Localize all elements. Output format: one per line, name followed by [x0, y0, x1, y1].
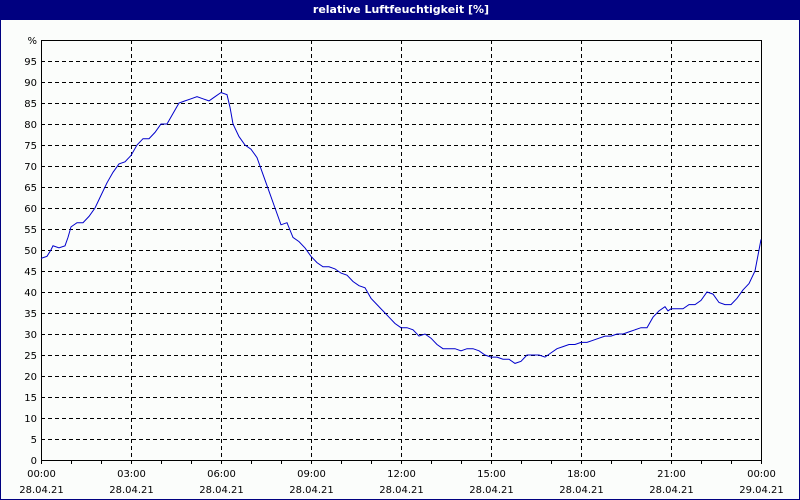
y-tick-label: 40	[24, 288, 37, 299]
y-tick-label: 60	[24, 204, 37, 215]
x-tick-date: 28.04.21	[199, 485, 244, 496]
y-tick-label: 85	[24, 99, 37, 110]
y-tick-label: %	[27, 36, 37, 47]
x-tick-date: 28.04.21	[109, 485, 154, 496]
grid-lines	[41, 40, 761, 460]
y-tick-label: 65	[24, 183, 37, 194]
x-tick-date: 28.04.21	[379, 485, 424, 496]
chart-title: relative Luftfeuchtigkeit [%]	[1, 0, 800, 20]
y-tick-label: 25	[24, 351, 37, 362]
y-tick-label: 30	[24, 330, 37, 341]
y-tick-label: 45	[24, 267, 37, 278]
y-tick-label: 35	[24, 309, 37, 320]
x-tick-date: 28.04.21	[289, 485, 334, 496]
x-tick-time: 15:00	[477, 469, 506, 480]
y-tick-label: 0	[31, 456, 37, 467]
y-tick-label: 10	[24, 414, 37, 425]
x-tick-time: 21:00	[657, 469, 686, 480]
y-tick-label: 90	[24, 78, 37, 89]
plot-frame	[41, 40, 762, 461]
x-tick-time: 09:00	[297, 469, 326, 480]
y-tick-label: 95	[24, 57, 37, 68]
x-tick-date: 28.04.21	[469, 485, 514, 496]
y-tick-label: 50	[24, 246, 37, 257]
y-tick-label: 5	[31, 435, 37, 446]
x-tick-date: 29.04.21	[739, 485, 784, 496]
x-tick-date: 28.04.21	[649, 485, 694, 496]
y-tick-label: 55	[24, 225, 37, 236]
x-axis-labels: 00:00 28.04.21 03:00 28.04.21 06:00 28.04.21 0…	[19, 469, 784, 496]
y-axis-labels: 0 5 10 15 20 25 30 35 40 45 50 55 60 65 70 75 80 85 90 95%	[24, 36, 37, 467]
x-tick-time: 00:00	[747, 469, 776, 480]
y-tick-label: 20	[24, 372, 37, 383]
axes	[41, 40, 762, 464]
y-tick-label: 75	[24, 141, 37, 152]
y-tick-label: 15	[24, 393, 37, 404]
humidity-series-line	[40, 91, 762, 364]
y-tick-label: 70	[24, 162, 37, 173]
x-tick-time: 12:00	[387, 469, 416, 480]
x-tick-time: 06:00	[207, 469, 236, 480]
y-tick-label: 80	[24, 120, 37, 131]
x-tick-date: 28.04.21	[559, 485, 604, 496]
x-tick-date: 28.04.21	[19, 485, 64, 496]
x-tick-time: 03:00	[117, 469, 146, 480]
x-tick-time: 18:00	[567, 469, 596, 480]
x-tick-time: 00:00	[27, 469, 56, 480]
